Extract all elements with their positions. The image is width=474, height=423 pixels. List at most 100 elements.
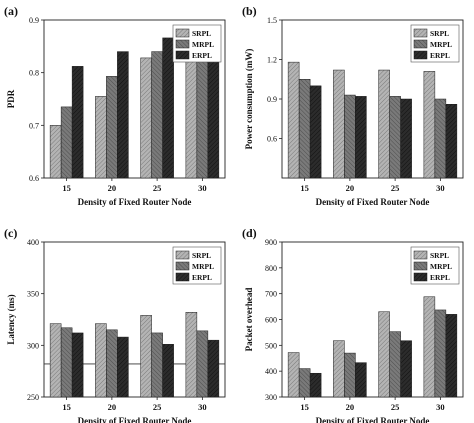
x-tick-label: 20	[346, 402, 355, 412]
bar-erpl	[162, 37, 174, 179]
y-axis-label: Power consumption (mW)	[244, 49, 254, 150]
x-tick-label: 30	[436, 402, 445, 412]
y-tick-label: 1.2	[267, 56, 277, 65]
legend-swatch-srpl	[413, 250, 428, 260]
bar-srpl	[287, 352, 300, 398]
y-tick-label: 350	[27, 290, 39, 299]
bar-erpl	[355, 362, 367, 398]
bar-erpl	[162, 344, 174, 398]
plot-frame	[43, 241, 226, 398]
plot-frame	[43, 19, 226, 179]
legend: SRPL MRPL ERPL	[172, 24, 222, 63]
x-tick-label: 15	[62, 402, 71, 412]
x-tick-label: 20	[108, 183, 117, 193]
bar-srpl	[287, 61, 300, 179]
bar-mrpl	[298, 368, 311, 398]
x-tick-label: 20	[346, 183, 355, 193]
bar-erpl	[117, 51, 129, 179]
y-tick-label: 0.6	[29, 174, 39, 183]
y-tick-label: 400	[27, 238, 39, 247]
bar-srpl	[140, 57, 152, 179]
y-tick-label: 900	[265, 238, 277, 247]
bar-mrpl	[389, 96, 401, 179]
y-tick-label: 0.6	[267, 135, 277, 144]
y-tick-label: 0.7	[29, 121, 39, 130]
y-axis-label: PDR	[6, 89, 16, 108]
bar-mrpl	[106, 76, 118, 179]
bar-mrpl	[434, 309, 447, 398]
panel-label: (c)	[4, 226, 17, 240]
bar-mrpl	[389, 331, 401, 398]
bar-erpl	[445, 104, 458, 179]
bar-mrpl	[196, 44, 209, 179]
bar-mrpl	[196, 330, 209, 398]
bar-srpl	[333, 69, 345, 179]
y-tick-label: 0.9	[29, 16, 39, 25]
bar-srpl	[140, 315, 152, 398]
x-tick-label: 25	[391, 183, 400, 193]
legend-label: ERPL	[192, 51, 212, 60]
bar-srpl	[185, 312, 198, 398]
bar-srpl	[95, 96, 107, 179]
panel-label: (b)	[242, 4, 257, 18]
bar-mrpl	[151, 332, 163, 398]
bar-mrpl	[106, 329, 118, 398]
x-tick-label: 15	[62, 183, 71, 193]
bar-srpl	[378, 311, 390, 398]
bar-mrpl	[60, 106, 73, 179]
bar-srpl	[49, 323, 62, 398]
legend-swatch-erpl	[175, 50, 190, 60]
legend-label: MRPL	[430, 40, 452, 49]
y-tick-label: 700	[265, 290, 277, 299]
bar-erpl	[71, 332, 84, 398]
bar-mrpl	[151, 51, 163, 179]
chart-panel: (a) 0.6 0.7 0.8 0.9 15 20 25 30 Density of Fixed …	[4, 4, 226, 207]
legend-swatch-srpl	[175, 28, 190, 38]
chart-panel: (d) 300 400 500 600 700 800 900 15 20 25 30 Density …	[242, 226, 464, 423]
bar-srpl	[378, 69, 390, 179]
legend-swatch-srpl	[175, 250, 190, 260]
legend: SRPL MRPL ERPL	[410, 246, 460, 285]
legend-swatch-mrpl	[413, 261, 428, 271]
x-tick-label: 15	[300, 183, 309, 193]
bar-erpl	[309, 372, 322, 398]
legend-swatch-mrpl	[175, 261, 190, 271]
legend-swatch-mrpl	[175, 39, 190, 49]
legend-label: SRPL	[430, 29, 449, 38]
legend-swatch-srpl	[413, 28, 428, 38]
panel-label: (d)	[242, 226, 257, 240]
panel-label: (a)	[4, 4, 18, 18]
legend-label: MRPL	[192, 262, 214, 271]
bar-erpl	[207, 339, 220, 398]
legend-label: ERPL	[430, 51, 450, 60]
y-tick-label: 800	[265, 264, 277, 273]
bar-srpl	[423, 296, 436, 398]
x-axis-label: Density of Fixed Router Node	[78, 197, 192, 207]
legend-label: MRPL	[192, 40, 214, 49]
x-tick-label: 30	[198, 183, 207, 193]
y-tick-label: 250	[27, 393, 39, 402]
x-tick-label: 25	[391, 402, 400, 412]
bar-group	[49, 312, 220, 398]
legend-swatch-erpl	[413, 272, 428, 282]
chart-panel: (b) 0.6 0.9 1.2 1.5 15 20 25 30 Density of Fixed …	[242, 4, 464, 207]
chart-panel: (c) 250 300 350 400 15 20 25 30 Density of Fixed …	[4, 226, 226, 423]
bar-mrpl	[60, 327, 73, 398]
bar-srpl	[333, 340, 345, 398]
y-tick-label: 300	[27, 341, 39, 350]
legend-label: ERPL	[430, 273, 450, 282]
x-tick-label: 30	[436, 183, 445, 193]
x-axis-label: Density of Fixed Router Node	[78, 416, 192, 423]
legend-swatch-erpl	[413, 50, 428, 60]
legend-label: MRPL	[430, 262, 452, 271]
legend-swatch-mrpl	[413, 39, 428, 49]
y-tick-label: 400	[265, 367, 277, 376]
x-tick-label: 25	[153, 402, 162, 412]
x-tick-label: 30	[198, 402, 207, 412]
x-tick-label: 15	[300, 402, 309, 412]
x-tick-label: 20	[108, 402, 117, 412]
y-tick-label: 0.9	[267, 95, 277, 104]
bar-srpl	[185, 55, 198, 179]
bar-group	[287, 296, 458, 398]
